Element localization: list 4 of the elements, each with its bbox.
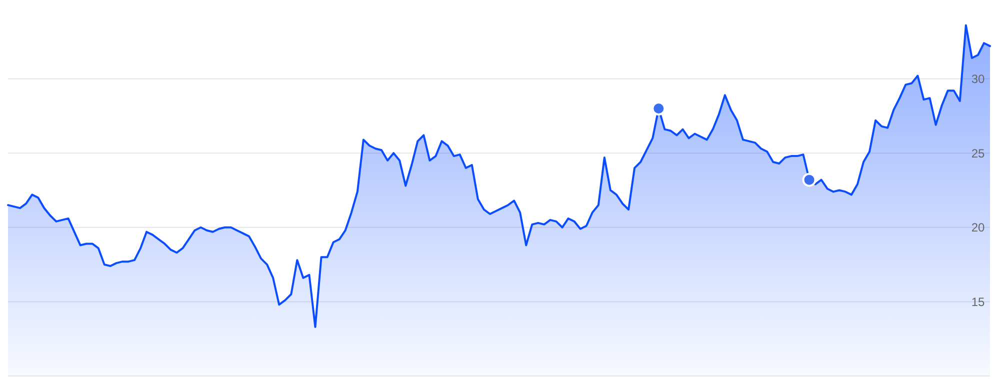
y-tick-label: 25: [971, 146, 985, 160]
y-tick-label: 20: [971, 220, 985, 235]
y-tick-label: 30: [971, 72, 985, 86]
y-tick-label: 15: [971, 294, 985, 309]
